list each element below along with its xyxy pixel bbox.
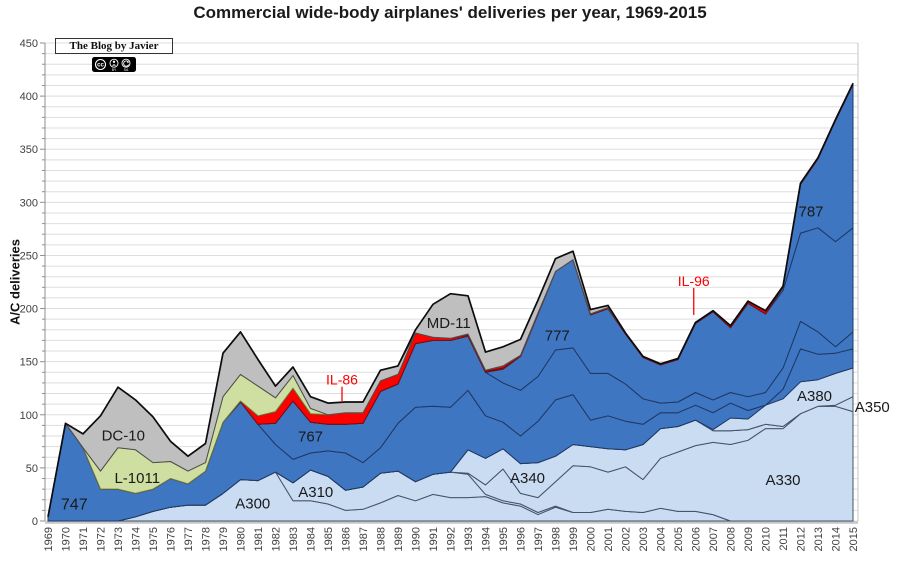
x-tick-label: 1998 bbox=[551, 527, 563, 551]
x-tick-label: 2001 bbox=[603, 527, 615, 551]
x-tick-label: 1981 bbox=[253, 527, 265, 551]
x-tick-label: 2012 bbox=[796, 527, 808, 551]
total-line bbox=[47, 83, 854, 517]
watermark-text: The Blog by Javier bbox=[55, 38, 173, 54]
y-tick-label: 150 bbox=[20, 357, 38, 369]
series-label-747: 747 bbox=[61, 497, 88, 514]
x-tick-label: 1973 bbox=[113, 527, 125, 551]
x-tick-label: 2014 bbox=[831, 527, 843, 551]
series-label-A300: A300 bbox=[235, 496, 270, 513]
x-tick-label: 1996 bbox=[516, 527, 528, 551]
cc-sa-icon: SA bbox=[121, 58, 131, 72]
x-tick-label: 1995 bbox=[498, 527, 510, 551]
x-tick-label: 1982 bbox=[271, 527, 283, 551]
x-tick-label: 2011 bbox=[778, 527, 790, 551]
x-tick-label: 2004 bbox=[656, 527, 668, 551]
series-labels: 747 DC-10 L-1011 A300 A310 767 IL-86 MD-11 777 A3… bbox=[61, 203, 890, 513]
x-tick-label: 1974 bbox=[131, 527, 143, 551]
series-label-A330: A330 bbox=[765, 472, 800, 489]
x-tick-label: 1970 bbox=[61, 527, 73, 551]
series-label-IL-96: IL-96 bbox=[678, 273, 710, 289]
x-tick-label: 1986 bbox=[341, 527, 353, 551]
y-tick-label: 0 bbox=[32, 516, 38, 528]
x-tick-label: 2008 bbox=[726, 527, 738, 551]
x-tick-label: 1990 bbox=[411, 527, 423, 551]
x-tick-label: 2002 bbox=[621, 527, 633, 551]
x-tick-label: 2000 bbox=[586, 527, 598, 551]
total bbox=[47, 83, 854, 517]
watermark: The Blog by Javier cc BY SA bbox=[55, 38, 173, 72]
x-tick-label: 1971 bbox=[78, 527, 90, 551]
svg-text:BY: BY bbox=[112, 68, 117, 72]
stacked-areas bbox=[47, 82, 854, 522]
x-tick-label: 1992 bbox=[446, 527, 458, 551]
x-tick-label: 1969 bbox=[43, 527, 55, 551]
y-tick-label: 450 bbox=[20, 38, 38, 50]
y-axis bbox=[40, 42, 46, 522]
x-tick-label: 1991 bbox=[428, 527, 440, 551]
svg-text:SA: SA bbox=[124, 68, 129, 72]
x-tick-label: 1989 bbox=[393, 527, 405, 551]
series-label-787: 787 bbox=[798, 203, 823, 220]
x-tick-label: 1972 bbox=[96, 527, 108, 551]
x-tick-label: 2006 bbox=[691, 527, 703, 551]
series-label-A350: A350 bbox=[855, 399, 890, 416]
x-tick-label: 1977 bbox=[183, 527, 195, 551]
series-label-A310: A310 bbox=[298, 484, 333, 501]
x-tick-label: 1979 bbox=[218, 527, 230, 551]
x-tick-label: 1987 bbox=[358, 527, 370, 551]
y-tick-label: 300 bbox=[20, 197, 38, 209]
x-tick-label: 1975 bbox=[148, 527, 160, 551]
x-tick-label: 1984 bbox=[306, 527, 318, 551]
x-tick-label: 2010 bbox=[761, 527, 773, 551]
y-tick-label: 400 bbox=[20, 91, 38, 103]
x-tick-label: 2013 bbox=[813, 527, 825, 551]
x-tick-label: 1976 bbox=[166, 527, 178, 551]
x-tick-labels: 1969 1970 1971 1972 1973 1974 1975 1976 1977 1978… bbox=[43, 527, 860, 551]
y-tick-label: 250 bbox=[20, 250, 38, 262]
x-tick-label: 1994 bbox=[481, 527, 493, 551]
x-tick-label: 1985 bbox=[323, 527, 335, 551]
y-tick-label: 200 bbox=[20, 304, 38, 316]
series-label-DC-10: DC-10 bbox=[102, 428, 145, 445]
x-tick-label: 1997 bbox=[533, 527, 545, 551]
x-tick-label: 1993 bbox=[463, 527, 475, 551]
svg-text:cc: cc bbox=[97, 63, 104, 69]
series-label-767: 767 bbox=[298, 429, 323, 446]
y-tick-label: 350 bbox=[20, 144, 38, 156]
y-tick-label: 50 bbox=[26, 463, 38, 475]
x-tick-label: 2003 bbox=[638, 527, 650, 551]
x-tick-label: 2015 bbox=[848, 527, 860, 551]
series-label-A340: A340 bbox=[510, 470, 545, 487]
x-tick-label: 2007 bbox=[708, 527, 720, 551]
chart-title: Commercial wide-body airplanes' deliveri… bbox=[193, 3, 707, 22]
x-tick-label: 2009 bbox=[743, 527, 755, 551]
y-tick-labels: 0 50 100 150 200 250 300 350 400 450 bbox=[20, 38, 38, 528]
x-tick-label: 1988 bbox=[376, 527, 388, 551]
x-tick-label: 1980 bbox=[236, 527, 248, 551]
series-label-L-1011: L-1011 bbox=[114, 470, 160, 487]
y-tick-label: 100 bbox=[20, 410, 38, 422]
series-label-MD-11: MD-11 bbox=[427, 315, 471, 332]
series-label-A380: A380 bbox=[797, 388, 832, 405]
cc-license-badge: cc BY SA bbox=[92, 57, 136, 72]
x-tick-label: 1999 bbox=[568, 527, 580, 551]
x-tick-label: 1978 bbox=[201, 527, 213, 551]
series-label-777: 777 bbox=[545, 328, 570, 345]
series-label-IL-86: IL-86 bbox=[326, 372, 358, 388]
cc-by-icon: BY bbox=[109, 58, 119, 72]
cc-icon bbox=[94, 58, 107, 71]
x-tick-label: 1983 bbox=[288, 527, 300, 551]
x-tick-label: 2005 bbox=[673, 527, 685, 551]
